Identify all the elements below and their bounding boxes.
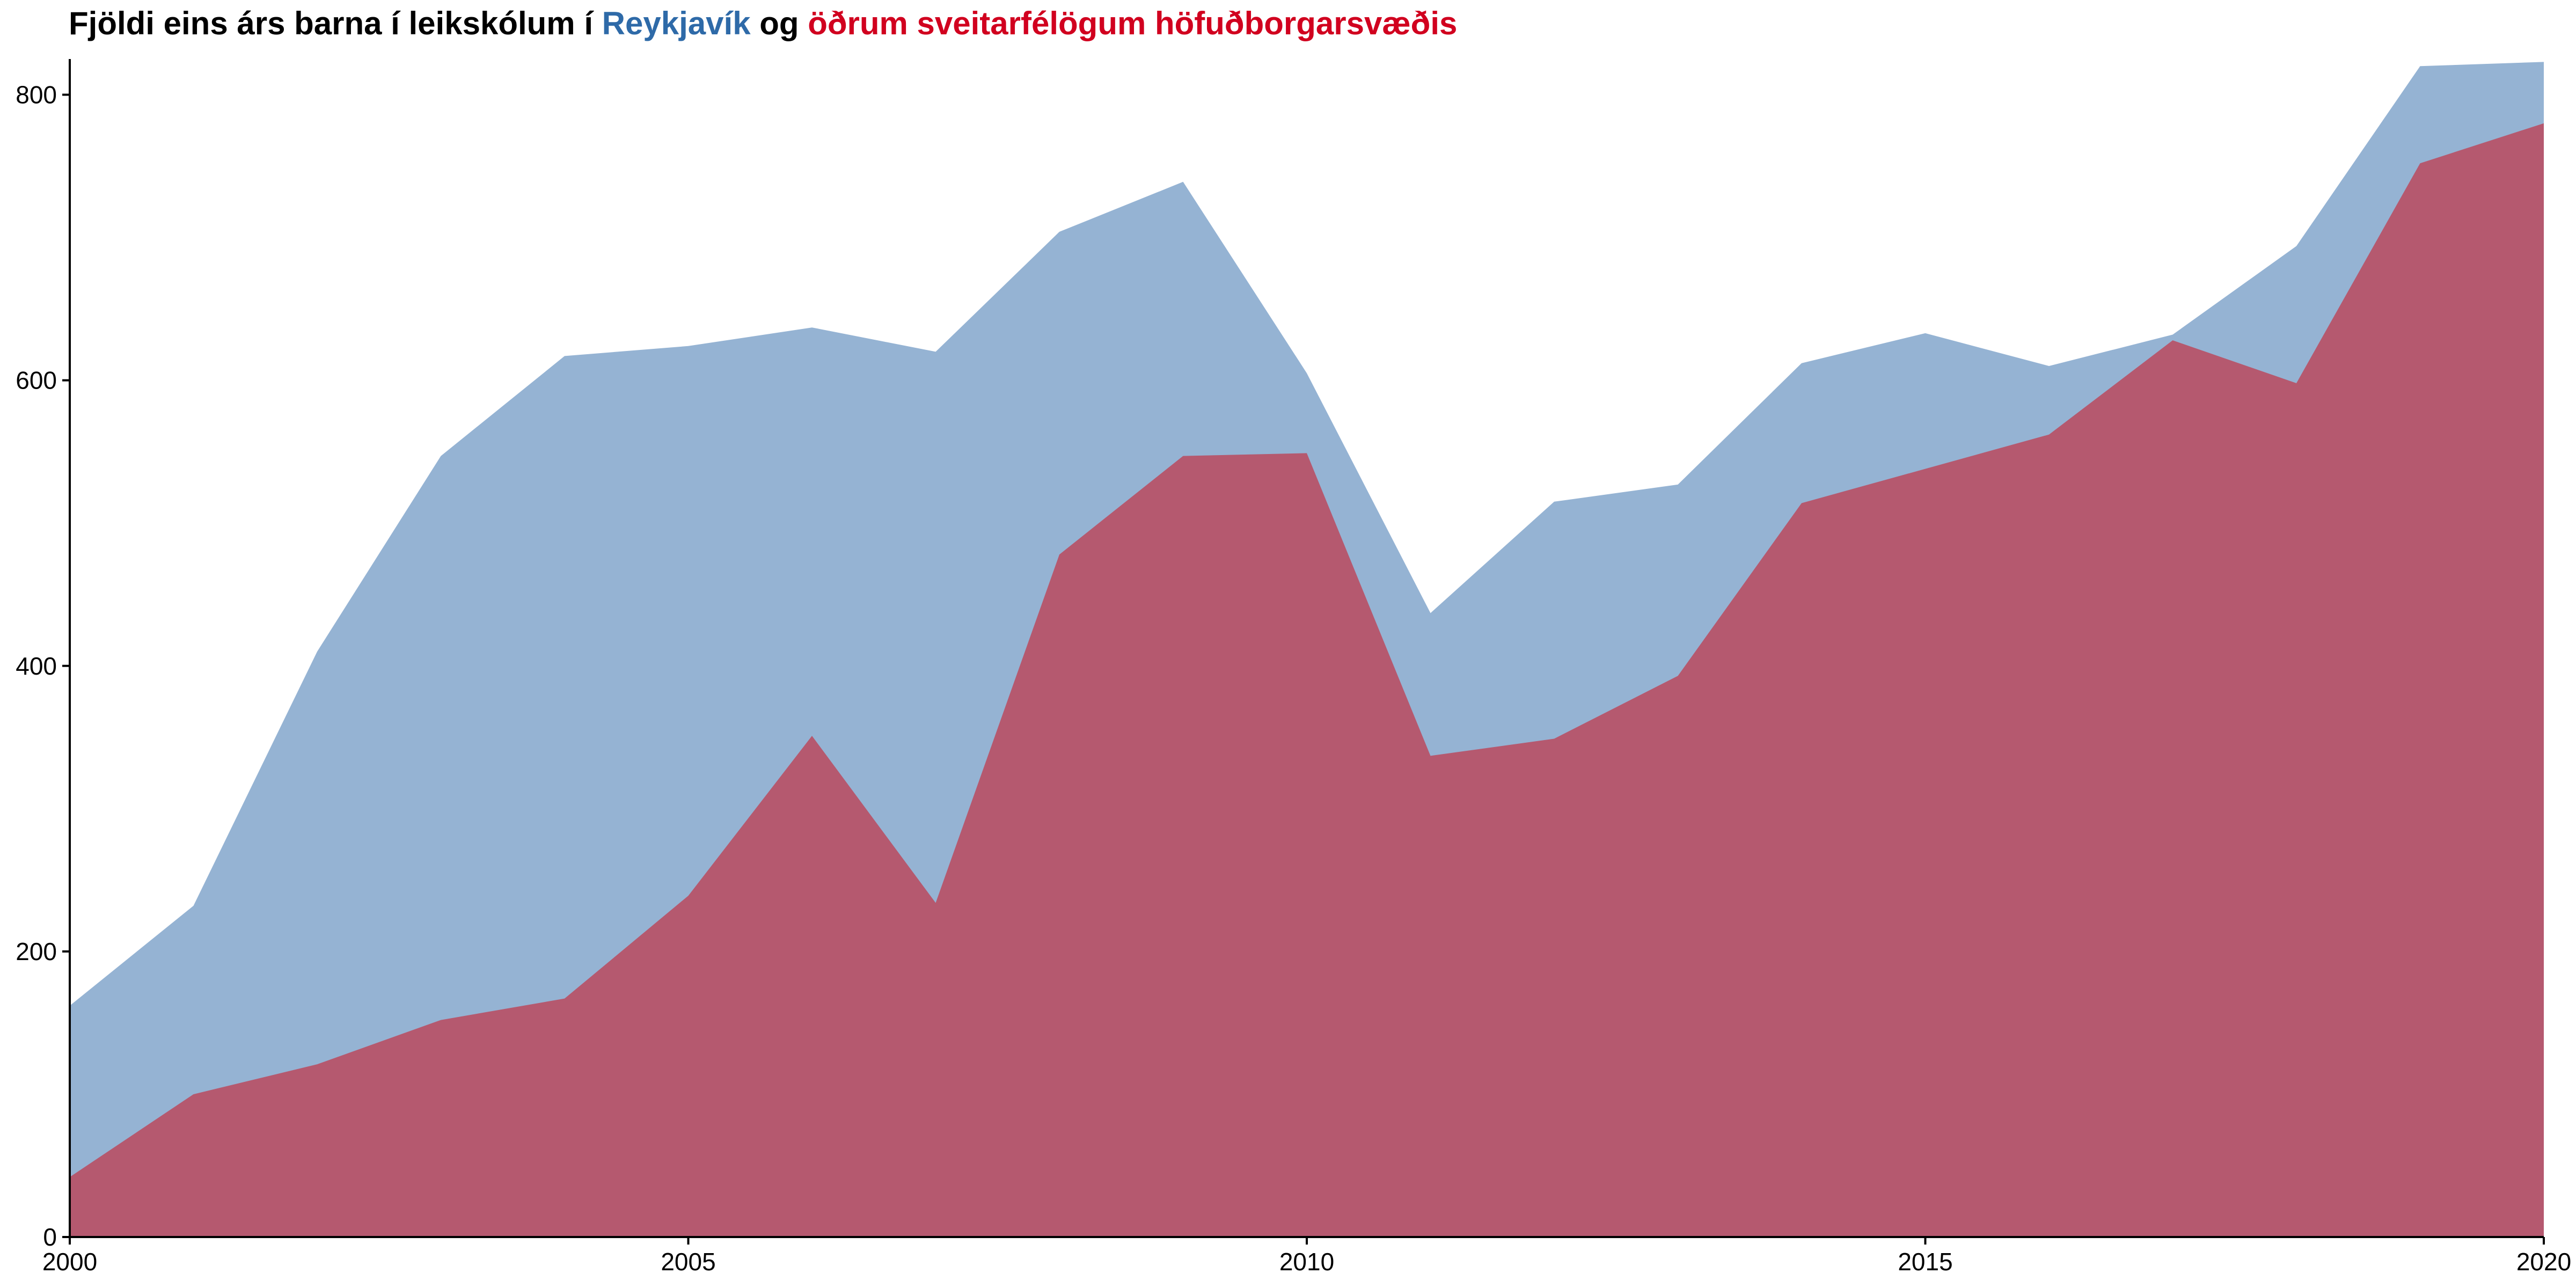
y-tick-label: 200 — [16, 938, 57, 965]
y-tick-label: 400 — [16, 652, 57, 680]
title-part-2: og — [751, 5, 808, 41]
area-series-1 — [70, 123, 2544, 1238]
x-tick-label: 2005 — [661, 1248, 715, 1276]
x-axis-ticks: 2000 2005 2010 2015 2020 — [42, 1237, 2571, 1276]
title-part-0: Fjöldi eins árs barna í leikskólum í — [69, 5, 602, 41]
plot-areas — [70, 62, 2544, 1238]
y-tick-label: 0 — [43, 1223, 57, 1251]
chart-title: Fjöldi eins árs barna í leikskólum í Rey… — [69, 5, 1457, 41]
x-tick-label: 2010 — [1279, 1248, 1334, 1276]
y-axis-ticks: 0 200 400 600 800 — [16, 81, 70, 1251]
x-tick-label: 2015 — [1898, 1248, 1952, 1276]
y-tick-label: 600 — [16, 367, 57, 394]
x-tick-label: 2000 — [42, 1248, 97, 1276]
title-part-1: Reykjavík — [602, 5, 751, 41]
y-tick-label: 800 — [16, 81, 57, 109]
title-part-3: öðrum sveitarfélögum höfuðborgarsvæðis — [808, 5, 1457, 41]
x-tick-label: 2020 — [2516, 1248, 2571, 1276]
